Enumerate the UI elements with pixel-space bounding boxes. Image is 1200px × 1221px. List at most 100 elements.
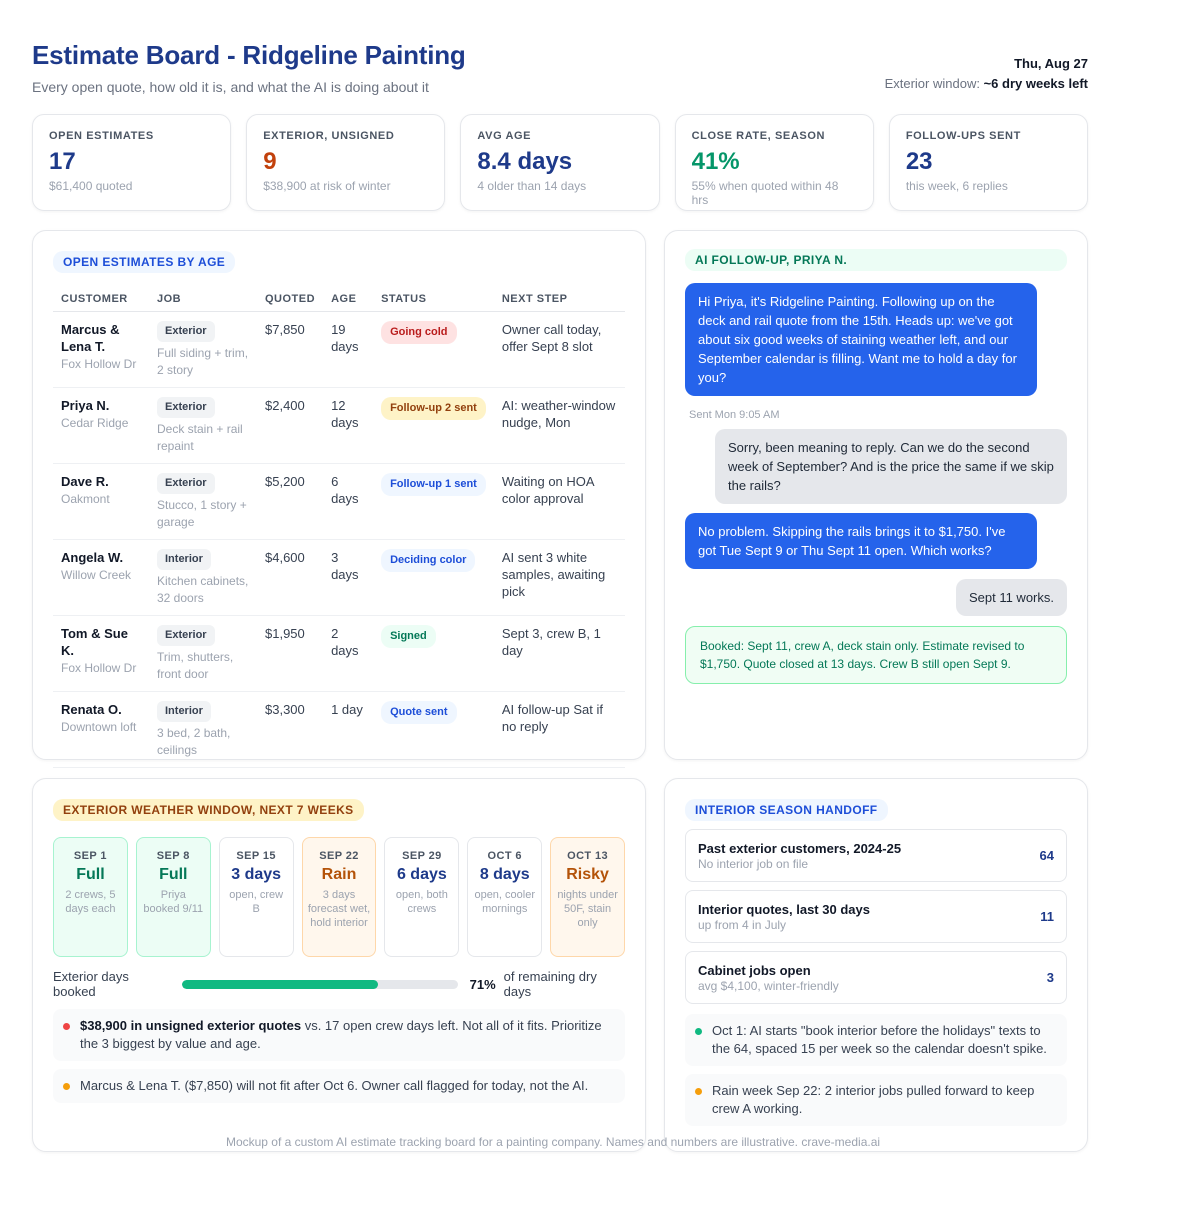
kpi-card[interactable]: EXTERIOR, UNSIGNED 9 $38,900 at risk of …: [246, 114, 446, 211]
alert-text: Marcus & Lena T. ($7,850) will not fit a…: [80, 1078, 589, 1093]
kpi-value: 23: [905, 148, 933, 175]
list-item[interactable]: Interior quotes, last 30 days up from 4 i…: [685, 890, 1067, 943]
week-card[interactable]: SEP 1 Full 2 crews, 5 days each: [53, 837, 128, 957]
list-item-count: 3: [1046, 970, 1054, 985]
table-row[interactable]: Priya N. Cedar Ridge Exterior Deck stain +…: [53, 387, 625, 464]
list-item-subtitle: No interior job on file: [698, 856, 809, 871]
table-row[interactable]: Marcus & Lena T. Fox Hollow Dr Exterior Fu…: [53, 311, 625, 388]
week-grid: SEP 1 Full 2 crews, 5 days each SEP 8 Fu…: [53, 837, 626, 957]
booked-progress: Exterior days booked 71% of remaining dr…: [53, 969, 625, 999]
kpi-card[interactable]: FOLLOW-UPS SENT 23 this week, 6 replies: [888, 114, 1089, 211]
list-item[interactable]: Cabinet jobs open avg $4,100, winter-frie…: [685, 951, 1067, 1004]
kpi-card[interactable]: OPEN ESTIMATES 17 $61,400 quoted: [32, 114, 232, 211]
week-card[interactable]: SEP 22 Rain 3 days forecast wet, hold in…: [301, 837, 377, 957]
list-item-subtitle: avg $4,100, winter-friendly: [698, 978, 839, 993]
kpi-note: this week, 6 replies: [905, 179, 1008, 193]
table-row[interactable]: Angela W. Willow Creek Interior Kitchen ca…: [53, 539, 625, 616]
customer-name: Tom & Sue K.: [61, 626, 128, 658]
ai-followup-card: AI FOLLOW-UP, PRIYA N. Hi Priya, it's Ri…: [664, 230, 1088, 760]
estimates-table: CUSTOMER JOB QUOTED AGE STATUS NEXT STEP…: [53, 285, 625, 768]
kpi-note: 4 older than 14 days: [477, 179, 587, 193]
progress-suffix: of remaining dry days: [503, 969, 597, 999]
status-badge: Deciding color: [381, 549, 476, 572]
customer-location: Oakmont: [61, 492, 110, 506]
interior-handoff-card: INTERIOR SEASON HANDOFF Past exterior cu…: [664, 778, 1088, 1152]
customer-name: Marcus & Lena T.: [61, 322, 120, 354]
next-step: Sept 3, crew B, 1 day: [493, 615, 625, 692]
header: Estimate Board - Ridgeline Painting Ever…: [32, 36, 1088, 114]
quoted-amount: $1,950: [257, 615, 324, 692]
progress-label: Exterior days booked: [53, 969, 129, 999]
alert-item: Marcus & Lena T. ($7,850) will not fit a…: [53, 1069, 625, 1103]
incoming-message: Sorry, been meaning to reply. Can we do …: [715, 429, 1067, 504]
table-row[interactable]: Renata O. Downtown loft Interior 3 bed, 2 …: [53, 691, 625, 768]
next-step: Owner call today, offer Sept 8 slot: [493, 311, 625, 388]
kpi-card[interactable]: CLOSE RATE, SEASON 41% 55% when quoted w…: [674, 114, 874, 211]
customer-name: Dave R.: [61, 474, 109, 489]
note-text: Rain week Sep 22: 2 interior jobs pulled…: [712, 1083, 1035, 1116]
week-date: SEP 1: [73, 850, 107, 862]
week-card[interactable]: OCT 13 Risky nights under 50F, stain onl…: [550, 837, 626, 957]
status-badge: Signed: [381, 625, 436, 648]
next-step: AI follow-up Sat if no reply: [493, 691, 625, 768]
column-header[interactable]: CUSTOMER: [53, 285, 149, 312]
column-header[interactable]: STATUS: [373, 285, 494, 312]
page-subtitle: Every open quote, how old it is, and wha…: [32, 79, 429, 95]
exterior-window-value: ~6 dry weeks left: [983, 76, 1088, 91]
status-badge: Follow-up 2 sent: [381, 397, 486, 420]
kpi-label: AVG AGE: [477, 130, 532, 142]
column-header[interactable]: JOB: [149, 285, 257, 312]
week-card[interactable]: OCT 6 8 days open, cooler mornings: [467, 837, 543, 957]
week-status: Full: [159, 866, 188, 883]
week-note: open, crew B: [229, 889, 284, 915]
week-card[interactable]: SEP 8 Full Priya booked 9/11: [135, 837, 211, 957]
week-date: SEP 29: [402, 850, 442, 862]
estimate-age: 2 days: [323, 615, 374, 692]
note-item: Rain week Sep 22: 2 interior jobs pulled…: [685, 1074, 1067, 1126]
kpi-card[interactable]: AVG AGE 8.4 days 4 older than 14 days: [460, 114, 660, 211]
table-row[interactable]: Dave R. Oakmont Exterior Stucco, 1 story +…: [53, 463, 625, 540]
job-type-tag: Exterior: [157, 321, 215, 342]
week-card[interactable]: SEP 29 6 days open, both crews: [384, 837, 460, 957]
job-type-tag: Exterior: [157, 625, 215, 646]
table-row[interactable]: Tom & Sue K. Fox Hollow Dr Exterior Trim, …: [53, 615, 625, 692]
list-item-title: Past exterior customers, 2024-25: [698, 840, 902, 856]
week-status: 6 days: [396, 866, 447, 883]
list-item[interactable]: Past exterior customers, 2024-25 No inter…: [685, 829, 1067, 882]
column-header[interactable]: AGE: [323, 285, 374, 312]
customer-location: Downtown loft: [61, 720, 137, 734]
quoted-amount: $3,300: [257, 691, 324, 768]
week-date: SEP 8: [156, 850, 190, 862]
customer-location: Willow Creek: [61, 568, 132, 582]
estimate-board: Estimate Board - Ridgeline Painting Ever…: [32, 36, 1089, 1152]
column-header[interactable]: NEXT STEP: [493, 285, 625, 312]
customer-name: Priya N.: [61, 398, 110, 413]
section-title: AI FOLLOW-UP, PRIYA N.: [685, 249, 1067, 271]
exterior-window-label: Exterior window:: [884, 76, 980, 91]
quoted-amount: $7,850: [257, 311, 324, 388]
column-header[interactable]: QUOTED: [257, 285, 324, 312]
note-text: Oct 1: AI starts "book interior before t…: [712, 1023, 1047, 1056]
week-note: open, both crews: [395, 889, 448, 915]
alert-text: vs. 17 open crew days left. Not all of i…: [80, 1018, 602, 1051]
status-badge: Quote sent: [381, 701, 457, 724]
job-type-tag: Interior: [157, 549, 211, 570]
progress-bar: [182, 979, 458, 989]
estimate-age: 6 days: [323, 463, 374, 540]
quoted-amount: $4,600: [257, 539, 324, 616]
kpi-value: 41%: [691, 148, 740, 175]
job-description: Trim, shutters, front door: [157, 650, 234, 681]
sent-timestamp: Sent Mon 9:05 AM: [689, 409, 780, 421]
quoted-amount: $2,400: [257, 387, 324, 464]
list-item-title: Cabinet jobs open: [698, 962, 811, 978]
week-note: open, cooler mornings: [474, 889, 535, 915]
kpi-label: CLOSE RATE, SEASON: [691, 130, 826, 142]
week-card[interactable]: SEP 15 3 days open, crew B: [218, 837, 294, 957]
weather-window-card: EXTERIOR WEATHER WINDOW, NEXT 7 WEEKS SE…: [32, 778, 646, 1152]
quoted-amount: $5,200: [257, 463, 324, 540]
page-title: Estimate Board - Ridgeline Painting: [32, 40, 466, 70]
week-status: Full: [76, 866, 105, 883]
job-description: 3 bed, 2 bath, ceilings: [157, 726, 231, 757]
kpi-value: 17: [49, 148, 76, 175]
job-description: Full siding + trim, 2 story: [157, 346, 249, 377]
